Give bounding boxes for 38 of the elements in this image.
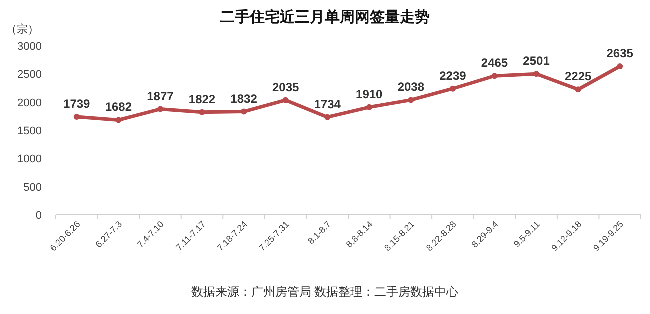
data-label: 2635: [606, 46, 634, 61]
y-axis-title: （宗）: [6, 23, 39, 36]
y-tick-label: 2000: [18, 97, 42, 110]
data-label: 2225: [564, 70, 592, 84]
data-label: 2038: [398, 80, 425, 94]
point: [324, 114, 331, 120]
data-label: 2239: [440, 68, 467, 83]
point: [617, 64, 624, 70]
data-label: 2501: [523, 54, 550, 68]
point: [450, 86, 456, 92]
point: [199, 109, 206, 116]
data-label: 2035: [272, 80, 300, 94]
point: [157, 106, 164, 112]
point: [366, 104, 372, 110]
data-label: 1832: [230, 92, 258, 106]
y-tick-label: 2500: [18, 69, 42, 82]
point: [575, 86, 582, 93]
y-tick-label: 1500: [18, 126, 42, 138]
point: [408, 97, 414, 104]
point: [74, 114, 80, 120]
data-label: 1822: [188, 92, 216, 106]
source-note: 数据来源：广州房管局 数据整理：二手房数据中心: [191, 285, 459, 299]
point: [492, 73, 498, 80]
point: [534, 71, 540, 78]
y-tick-label: 0: [36, 210, 42, 222]
data-label: 1682: [105, 100, 132, 114]
y-tick-label: 500: [24, 182, 42, 194]
point: [116, 117, 122, 124]
point: [282, 97, 289, 104]
data-label: 1734: [314, 97, 342, 112]
y-tick-label: 3000: [18, 41, 42, 53]
point: [241, 108, 248, 115]
data-label: 1877: [147, 89, 174, 104]
data-label: 1910: [356, 87, 384, 102]
data-label: 2465: [481, 56, 508, 70]
chart-title: 二手住宅近三月单周网签量走势: [220, 8, 430, 26]
data-label: 1739: [64, 97, 91, 112]
y-tick-label: 1000: [18, 154, 42, 166]
